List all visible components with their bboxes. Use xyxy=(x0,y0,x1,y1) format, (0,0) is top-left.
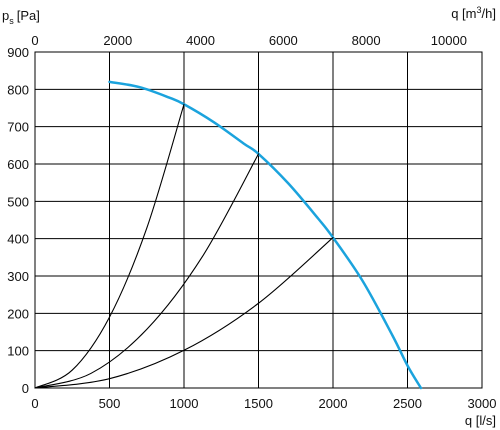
y-tick-label: 800 xyxy=(7,82,29,97)
y-tick-label: 100 xyxy=(7,344,29,359)
top-tick-label: 0 xyxy=(31,33,38,48)
y-tick-label: 600 xyxy=(7,157,29,172)
fan-pressure-curve xyxy=(108,80,423,390)
top-tick-label: 2000 xyxy=(103,33,132,48)
x-tick-label: 1500 xyxy=(244,396,273,411)
system-curve-3 xyxy=(34,237,334,389)
x-tick-label: 1000 xyxy=(170,396,199,411)
x-tick-label: 2500 xyxy=(393,396,422,411)
grid-lines xyxy=(35,52,482,388)
x-tick-label: 2000 xyxy=(319,396,348,411)
y-axis-title: ps [Pa] xyxy=(2,8,40,26)
plot-frame xyxy=(34,51,483,389)
top-tick-label: 4000 xyxy=(186,33,215,48)
y-tick-label: 900 xyxy=(7,45,29,60)
y-tick-label: 500 xyxy=(7,194,29,209)
y-tick-label: 700 xyxy=(7,120,29,135)
x-tick-label: 500 xyxy=(99,396,121,411)
y-tick-label: 400 xyxy=(7,232,29,247)
top-axis-title: q [m3/h] xyxy=(451,5,496,21)
y-tick-label: 300 xyxy=(7,269,29,284)
bottom-axis-title: q [l/s] xyxy=(465,413,496,428)
series-group xyxy=(34,80,423,390)
y-tick-label: 200 xyxy=(7,306,29,321)
x-tick-label: 3000 xyxy=(468,396,497,411)
top-tick-label: 10000 xyxy=(431,33,467,48)
top-tick-label: 8000 xyxy=(352,33,381,48)
top-tick-label: 6000 xyxy=(269,33,298,48)
y-tick-label: 0 xyxy=(22,381,29,396)
x-tick-label: 0 xyxy=(31,396,38,411)
system-curve-2 xyxy=(34,153,260,389)
system-curve-1 xyxy=(34,103,185,389)
